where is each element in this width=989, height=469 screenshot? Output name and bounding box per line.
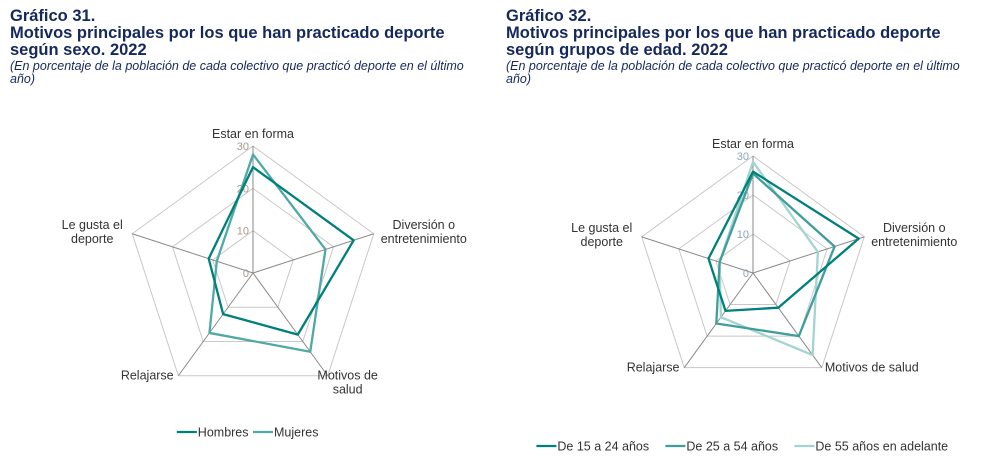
axis-label: Motivos de salud: [825, 361, 919, 375]
axis-label-line: deporte: [71, 232, 113, 246]
axis-label: Estar en forma: [212, 127, 294, 141]
axis-label-line: entretenimiento: [381, 232, 467, 246]
axis-label-line: salud: [333, 383, 363, 397]
axis-line: [752, 236, 865, 274]
axis-label-line: Estar en forma: [712, 137, 794, 151]
tick-label: 10: [737, 229, 749, 241]
axis-line: [752, 272, 823, 368]
chart-31-header: Gráfico 31. Motivos principales por los …: [10, 8, 490, 86]
axis-label-line: Diversión o: [393, 218, 456, 232]
tick-label: 30: [737, 151, 749, 163]
legend: De 15 a 24 años De 25 a 54 años De 55 años…: [536, 440, 948, 454]
axis-line: [683, 272, 754, 368]
series-de-15-a-24-años: [707, 170, 860, 313]
axis-line: [252, 272, 329, 377]
legend-label: De 15 a 24 años: [557, 440, 649, 454]
grid-ring: [131, 145, 375, 377]
series-mujeres: [208, 153, 327, 353]
axis-label: Le gusta el deporte: [571, 221, 632, 249]
axis-line: [177, 272, 254, 377]
axis-label-line: Relajarse: [627, 361, 680, 375]
chart-31-title: Motivos principales por los que han prac…: [10, 24, 445, 59]
axis-label-line: deporte: [581, 235, 623, 249]
tick-label: 10: [237, 226, 249, 238]
axis-label-line: Estar en forma: [212, 127, 294, 141]
chart-32-subtitle: (En porcentaje de la población de cada c…: [506, 59, 960, 86]
legend-label: Mujeres: [274, 426, 318, 440]
tick-label: 0: [743, 268, 749, 280]
chart-32-header: Gráfico 32. Motivos principales por los …: [506, 8, 986, 86]
chart-32-number: Gráfico 32.: [506, 7, 592, 25]
axis-label: Le gusta el deporte: [62, 218, 123, 246]
grid-ring: [641, 155, 865, 369]
axis-label: Diversión o entretenimiento: [381, 218, 467, 246]
axis-label: Diversión o entretenimiento: [871, 221, 957, 249]
axis-label: Relajarse: [121, 369, 174, 383]
axis-label-line: entretenimiento: [871, 235, 957, 249]
axis-label: Motivos de salud: [317, 369, 377, 397]
tick-label: 30: [237, 141, 249, 153]
tick-label: 0: [243, 268, 249, 280]
chart-31-subtitle: (En porcentaje de la población de cada c…: [10, 59, 464, 86]
axis-label: Estar en forma: [712, 137, 794, 151]
chart-32-title: Motivos principales por los que han prac…: [506, 24, 941, 59]
axis-line: [641, 236, 754, 274]
axis-line: [132, 233, 254, 274]
axis-label-line: Le gusta el: [62, 218, 123, 232]
legend-label: De 55 años en adelante: [815, 440, 948, 454]
axis-label-line: Le gusta el: [571, 221, 632, 235]
axis-label: Relajarse: [627, 361, 680, 375]
axis-label-line: Diversión o: [883, 221, 946, 235]
chart-31-number: Gráfico 31.: [10, 7, 96, 25]
axis-label-line: Motivos de: [317, 369, 377, 383]
legend: Hombres Mujeres: [176, 426, 318, 440]
axis-line: [252, 233, 374, 274]
series-hombres: [207, 166, 355, 336]
legend-label: De 25 a 54 años: [686, 440, 778, 454]
legend-label: Hombres: [198, 426, 249, 440]
series-de-25-a-54-años: [715, 172, 836, 338]
axis-label-line: Relajarse: [121, 369, 174, 383]
grid-ring: [678, 194, 828, 337]
axis-label-line: Motivos de salud: [825, 361, 919, 375]
